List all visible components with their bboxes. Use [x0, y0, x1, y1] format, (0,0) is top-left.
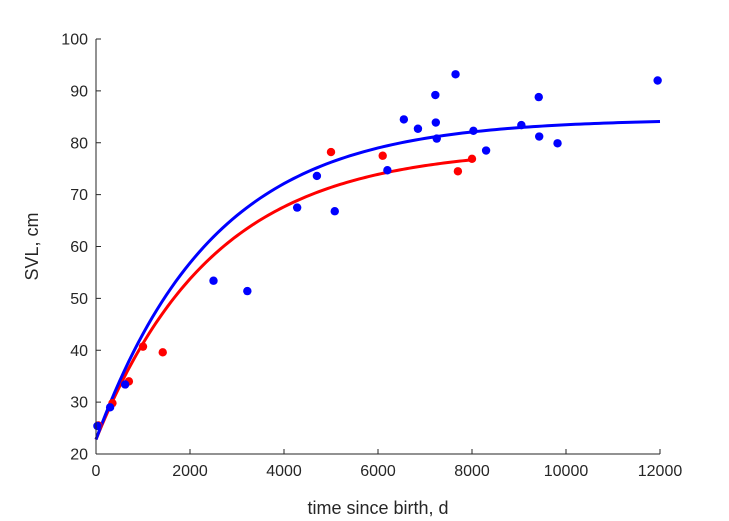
- y-tick-label: 50: [70, 291, 88, 308]
- y-tick-label: 30: [70, 395, 88, 412]
- data-point: [330, 207, 339, 216]
- data-point: [653, 76, 662, 85]
- data-point: [93, 421, 102, 431]
- data-point: [467, 154, 477, 164]
- y-tick-label: 100: [61, 32, 88, 49]
- data-point: [243, 286, 252, 296]
- y-tick-label: 80: [70, 135, 88, 152]
- data-point: [209, 276, 218, 285]
- data-point: [326, 147, 336, 157]
- data-point: [431, 118, 441, 127]
- y-tick-label: 70: [70, 187, 88, 204]
- data-point: [481, 146, 491, 155]
- x-tick-label: 0: [92, 463, 101, 480]
- data-point: [158, 348, 167, 357]
- x-axis-label: time since birth, d: [307, 498, 448, 518]
- x-tick-label: 8000: [454, 463, 490, 480]
- y-tick-label: 90: [70, 83, 88, 100]
- x-axis-ticks: 0 2000 4000 6000 8000 10000 12000: [92, 449, 683, 480]
- data-point: [469, 126, 478, 136]
- data-point: [517, 120, 526, 130]
- data-point: [105, 403, 115, 412]
- y-tick-label: 20: [70, 447, 88, 464]
- y-tick-label: 60: [70, 239, 88, 256]
- y-tick-label: 40: [70, 343, 88, 360]
- x-tick-label: 2000: [172, 463, 208, 480]
- fit-curves: [94, 120, 661, 441]
- data-point: [535, 132, 544, 141]
- y-axis-label: SVL, cm: [22, 212, 42, 280]
- data-point: [120, 380, 130, 389]
- data-point: [431, 90, 440, 100]
- data-point: [378, 151, 387, 160]
- x-tick-label: 4000: [266, 463, 302, 480]
- data-point: [292, 203, 302, 212]
- data-point: [413, 124, 423, 133]
- data-point: [534, 92, 543, 102]
- data-point: [138, 342, 148, 351]
- data-point: [451, 70, 460, 79]
- data-points: [93, 70, 662, 431]
- data-point: [553, 139, 562, 148]
- x-tick-label: 10000: [544, 463, 589, 480]
- fit-curve: [94, 158, 473, 441]
- y-axis-ticks: 20 30 40 50 60 70 80 90 100: [61, 32, 101, 464]
- data-point: [383, 166, 392, 175]
- fit-curve: [94, 120, 661, 441]
- x-tick-label: 6000: [360, 463, 396, 480]
- x-tick-label: 12000: [638, 463, 683, 480]
- data-point: [453, 167, 463, 176]
- data-point: [399, 115, 409, 124]
- data-point: [312, 171, 322, 181]
- data-point: [432, 134, 441, 143]
